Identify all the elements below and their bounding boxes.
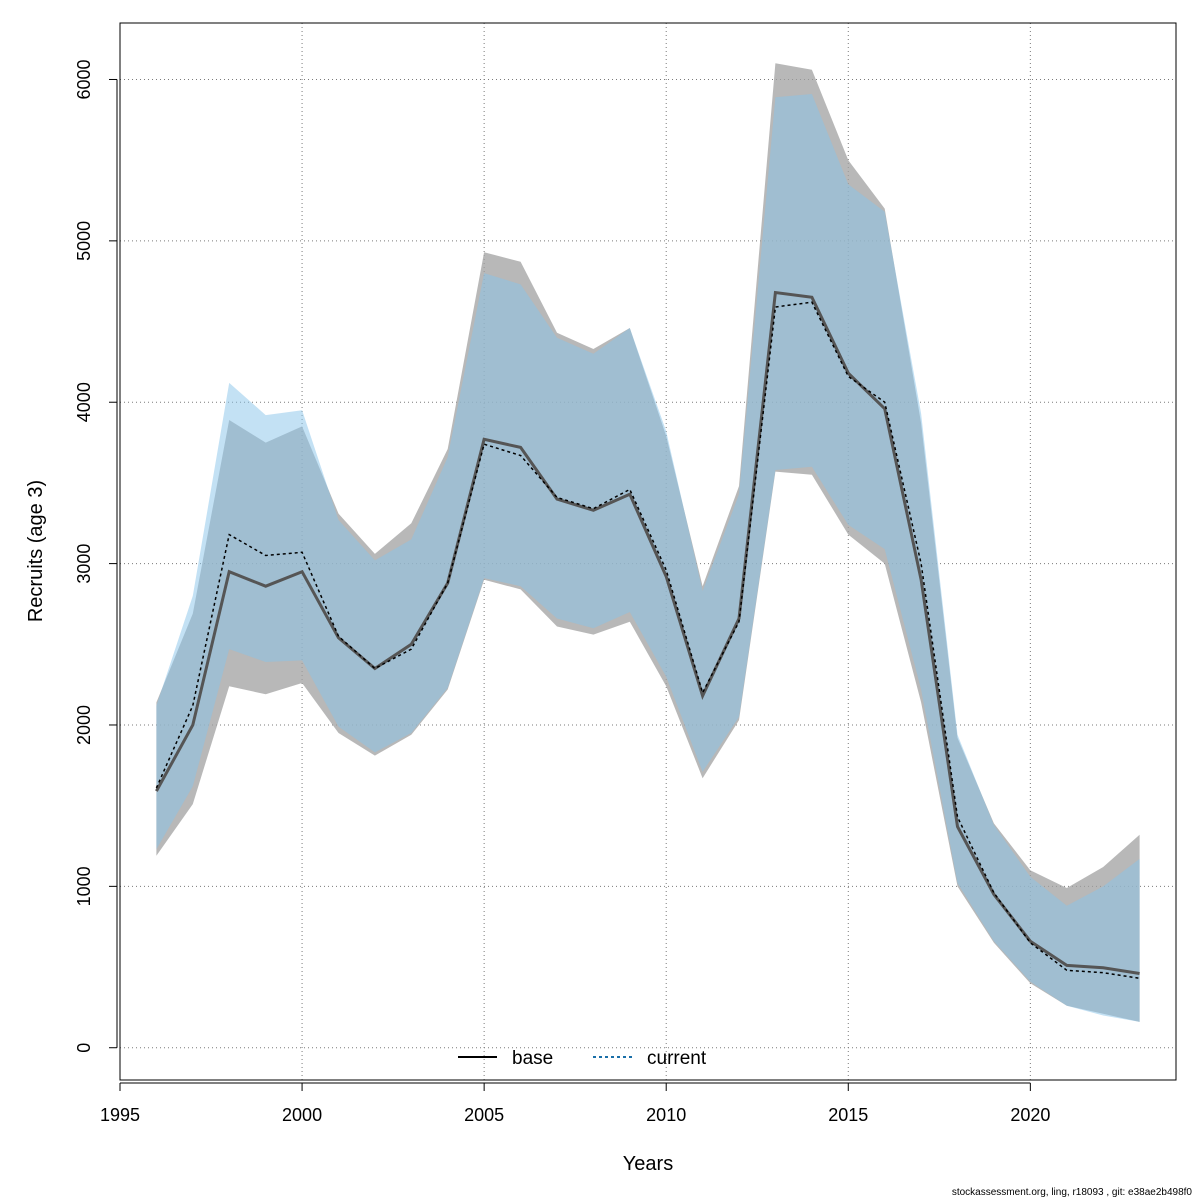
x-axis: 1995 2000 2005 2010 2015 2020 <box>100 1082 1050 1125</box>
plot-frame <box>119 22 1177 1081</box>
series-lines <box>155 290 1140 980</box>
legend-label-base: base <box>512 1048 553 1069</box>
y-tick-label: 2000 <box>74 705 94 745</box>
y-tick-label: 4000 <box>74 382 94 422</box>
legend-label-current: current <box>647 1048 707 1069</box>
series-line-current <box>155 301 1140 980</box>
x-tick-label: 1995 <box>100 1105 140 1125</box>
y-tick-label: 1000 <box>74 866 94 906</box>
y-axis-label: Recruits (age 3) <box>25 480 47 622</box>
x-tick-label: 2010 <box>646 1105 686 1125</box>
y-tick-label: 5000 <box>74 221 94 261</box>
y-tick-label: 3000 <box>74 544 94 584</box>
series-line-base <box>155 290 1140 975</box>
y-axis: 0 1000 2000 3000 4000 5000 6000 <box>74 59 118 1053</box>
confidence-band-current <box>156 94 1140 1022</box>
confidence-bands <box>156 63 1140 1022</box>
x-axis-label: Years <box>623 1153 673 1175</box>
footer-credit: stockassessment.org, ling, r18093 , git:… <box>951 1187 1192 1198</box>
x-tick-label: 2020 <box>1010 1105 1050 1125</box>
legend: base current <box>458 1048 707 1069</box>
x-tick-label: 2005 <box>464 1105 504 1125</box>
y-tick-label: 6000 <box>74 59 94 99</box>
y-tick-label: 0 <box>74 1043 94 1053</box>
x-tick-label: 2000 <box>282 1105 322 1125</box>
x-tick-label: 2015 <box>828 1105 868 1125</box>
